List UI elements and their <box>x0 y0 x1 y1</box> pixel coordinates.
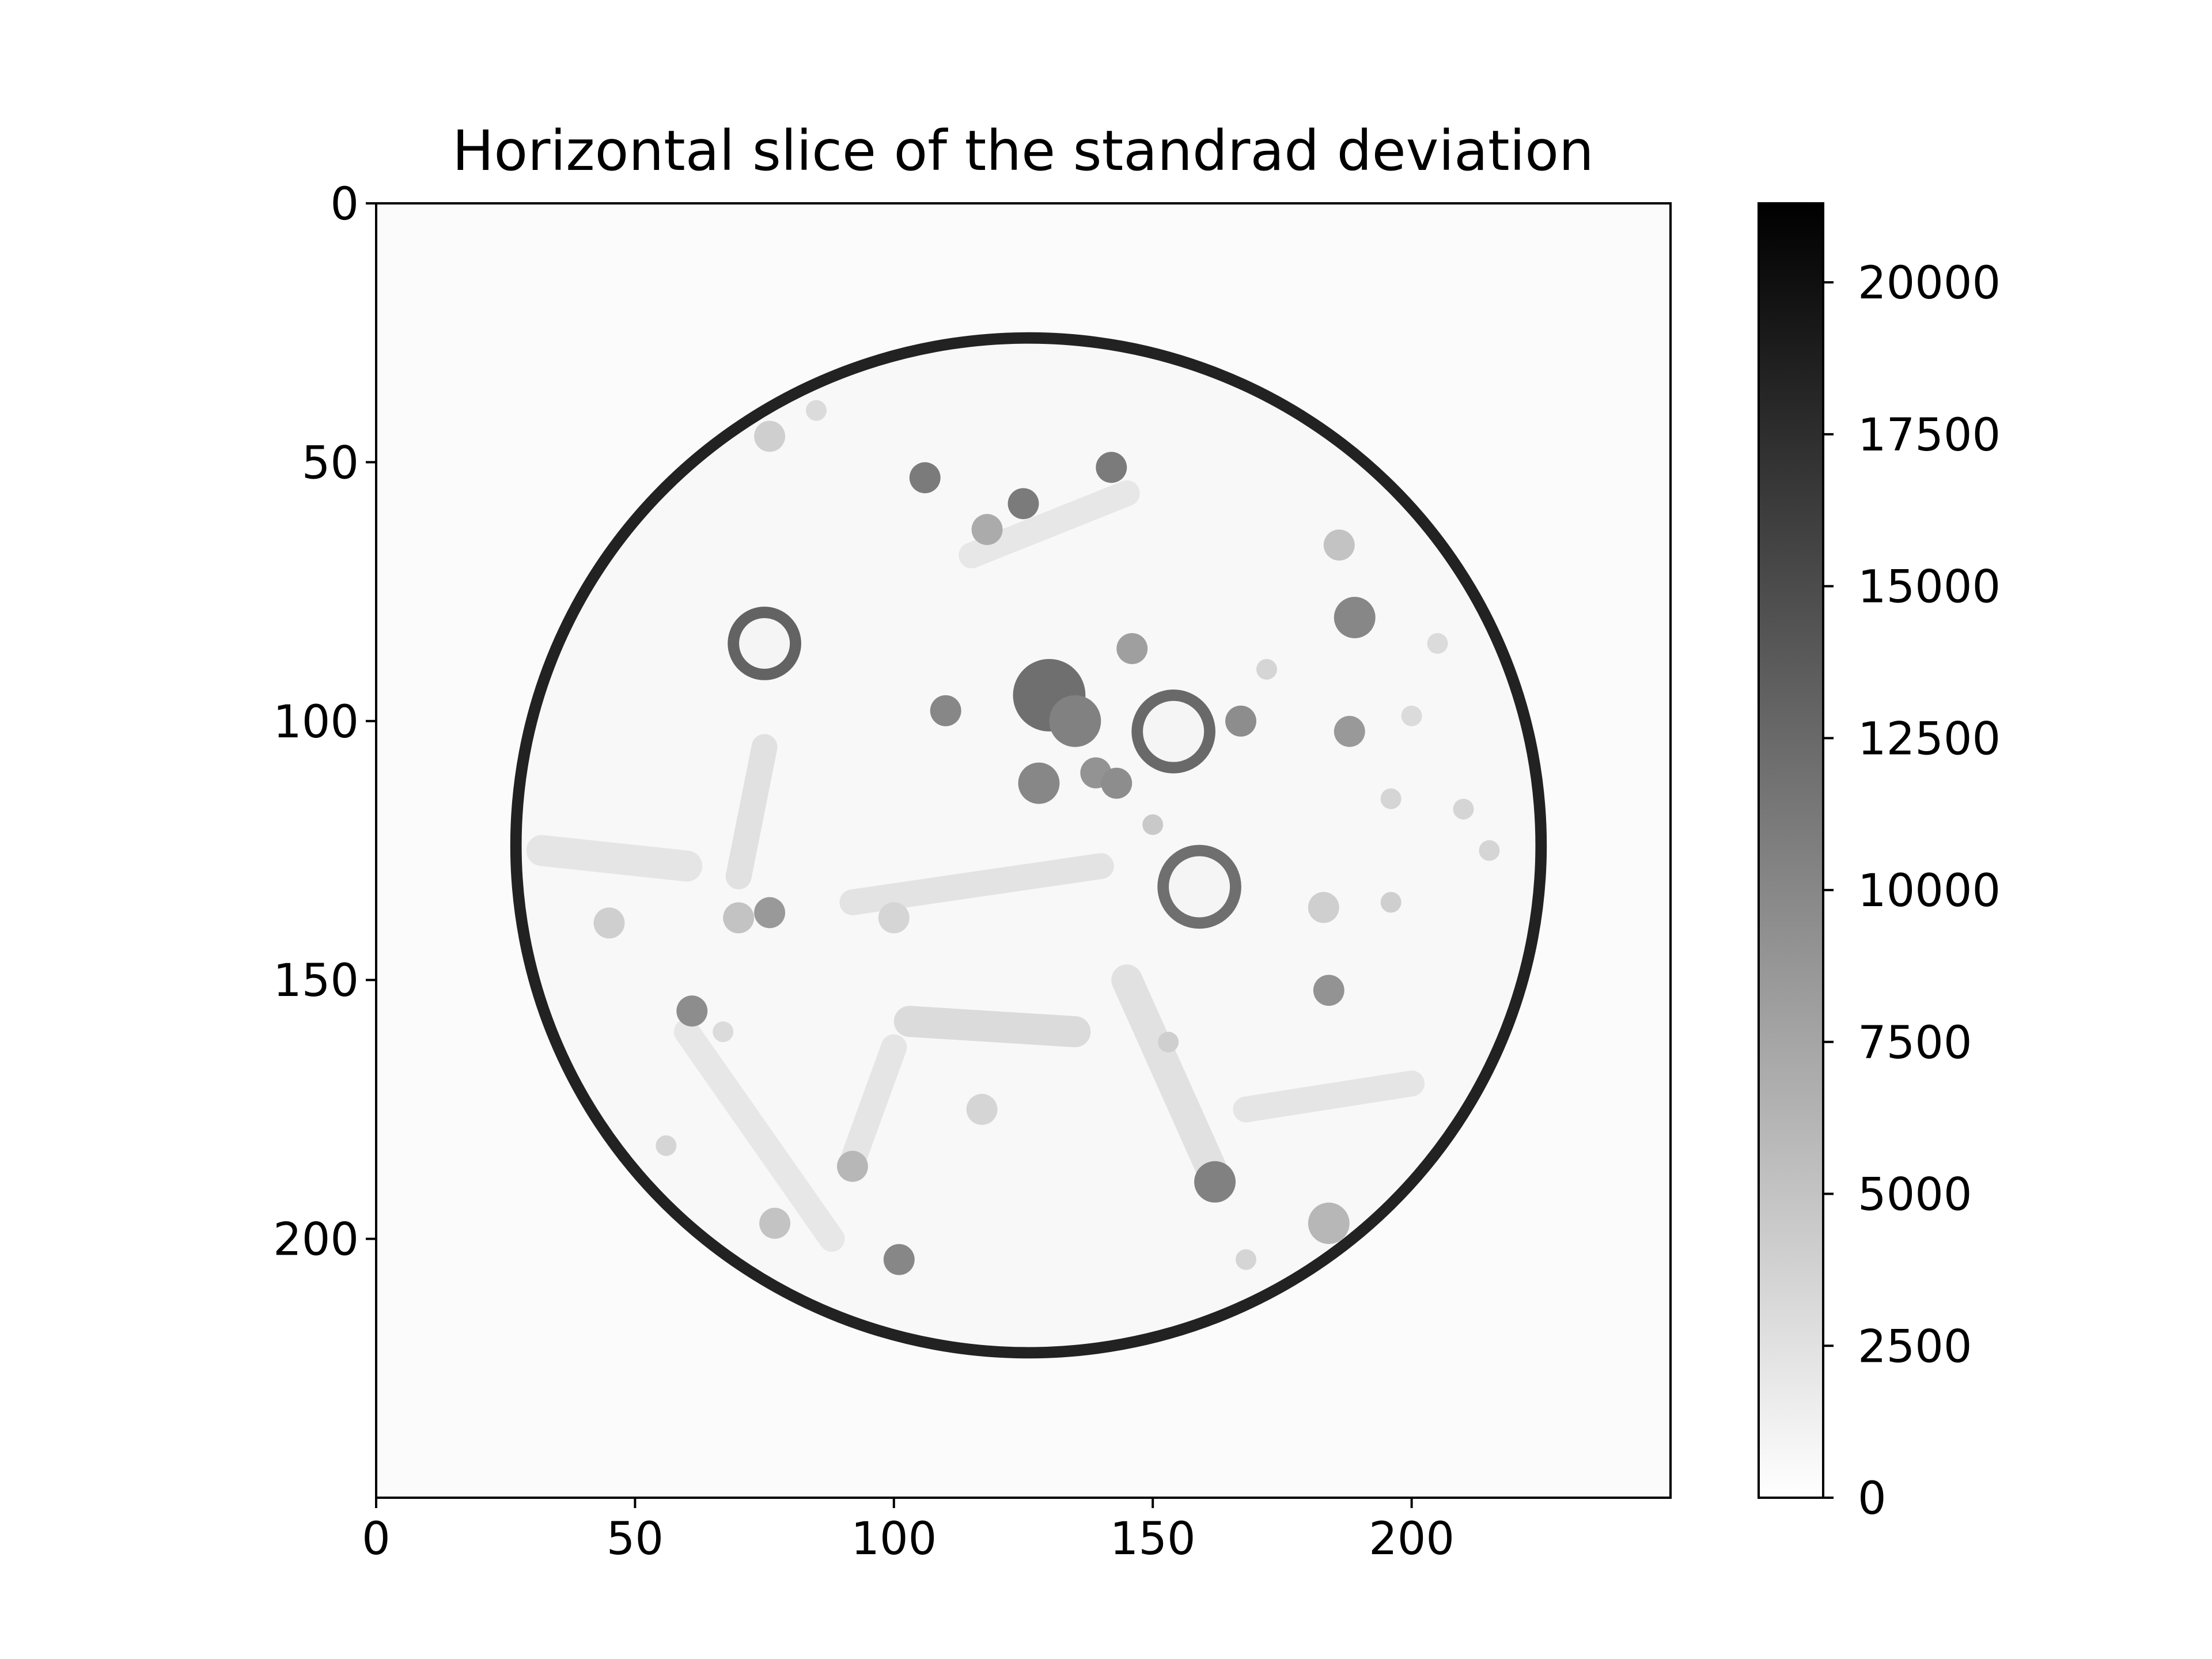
y-tick-label: 200 <box>273 1214 359 1266</box>
colorbar-tick-label: 5000 <box>1858 1169 1972 1221</box>
heatmap-band <box>725 734 778 889</box>
x-tick-label: 200 <box>1369 1513 1455 1565</box>
heatmap-spot <box>754 421 786 452</box>
heatmap-ring <box>728 607 801 680</box>
x-axis: 0 50 100 150 200 <box>362 1498 1455 1565</box>
heatmap-spot <box>1308 1202 1350 1244</box>
heatmap-band <box>959 480 1140 569</box>
heatmap-band <box>526 835 703 882</box>
x-tick-label: 100 <box>851 1513 937 1565</box>
x-tick-label: 50 <box>607 1513 664 1565</box>
heatmap-spot <box>1256 658 1277 680</box>
colorbar-tick-label: 0 <box>1858 1473 1887 1525</box>
heatmap-spot <box>1225 705 1256 737</box>
heatmap-spot <box>1194 1161 1236 1203</box>
colorbar-tick-label: 20000 <box>1858 257 2001 309</box>
heatmap-band <box>839 1034 907 1175</box>
colorbar-tick-label: 15000 <box>1858 562 2001 613</box>
heatmap-ring <box>1131 689 1215 774</box>
heatmap-spot <box>1142 814 1164 835</box>
heatmap-spot <box>1323 529 1355 561</box>
y-tick-label: 0 <box>330 179 359 230</box>
heatmap-spot <box>836 1150 868 1182</box>
colorbar-tick-label: 12500 <box>1858 713 2001 765</box>
colorbar-tick-label: 2500 <box>1858 1321 1972 1373</box>
colorbar-tick-label: 7500 <box>1858 1017 1972 1069</box>
heatmap-spot <box>713 1021 734 1043</box>
heatmap-spot <box>1453 798 1474 820</box>
colorbar-axis: 0 2500 5000 7500 10000 12500 15000 17500 20000 <box>1823 257 2001 1525</box>
heatmap-spot <box>1158 1032 1179 1053</box>
heatmap-spot <box>930 695 961 726</box>
heatmap-spot <box>656 1135 677 1156</box>
colorbar-tick-label: 17500 <box>1858 410 2001 461</box>
y-tick-label: 100 <box>273 696 359 748</box>
heatmap-spot <box>1101 767 1132 799</box>
heatmap-band <box>1111 964 1231 1192</box>
heatmap-spot <box>1049 695 1101 747</box>
heatmap-spot <box>1380 892 1402 913</box>
heatmap-spot <box>676 995 708 1027</box>
heatmap-spot <box>806 400 827 421</box>
heatmap-spot <box>759 1207 791 1239</box>
heatmap-spot <box>1334 715 1365 747</box>
heatmap-image <box>376 203 1671 1498</box>
heatmap-ring <box>1157 844 1241 929</box>
heatmap-spot <box>1479 840 1500 861</box>
heatmap-spot <box>909 462 941 494</box>
heatmap-spot <box>878 902 910 934</box>
heatmap-spot <box>1380 788 1402 809</box>
heatmap-spot <box>883 1244 915 1275</box>
heatmap-spot <box>1116 633 1148 664</box>
heatmap-band <box>1233 1070 1425 1123</box>
colorbar-tick-label: 10000 <box>1858 865 2001 917</box>
heatmap-spot <box>1308 892 1339 923</box>
heatmap-spot <box>966 1093 998 1125</box>
heatmap-spot <box>723 902 755 934</box>
plot-frame <box>375 202 1672 1499</box>
heatmap-spot <box>1096 452 1127 483</box>
colorbar-gradient <box>1758 202 1824 1499</box>
y-tick-label: 50 <box>302 437 359 489</box>
heatmap-band <box>839 853 1114 915</box>
heatmap-spot <box>1401 705 1422 726</box>
heatmap-spot <box>1018 762 1060 804</box>
heatmap-spot <box>1313 975 1344 1006</box>
y-tick-label: 150 <box>273 955 359 1007</box>
heatmap-spot <box>593 907 625 939</box>
heatmap-band <box>893 1006 1091 1048</box>
heatmap-spot <box>1334 597 1376 638</box>
x-tick-label: 0 <box>362 1513 391 1565</box>
heatmap-spot <box>1427 633 1448 654</box>
chart-title: Horizontal slice of the standrad deviati… <box>452 119 1594 183</box>
heatmap-spot <box>1236 1249 1256 1270</box>
x-tick-label: 150 <box>1110 1513 1196 1565</box>
y-axis: 0 50 100 150 200 <box>273 179 376 1266</box>
heatmap-spot <box>1007 488 1039 520</box>
heatmap-spot <box>754 897 786 929</box>
heatmap-band <box>673 1018 845 1252</box>
heatmap-spot <box>971 514 1003 546</box>
